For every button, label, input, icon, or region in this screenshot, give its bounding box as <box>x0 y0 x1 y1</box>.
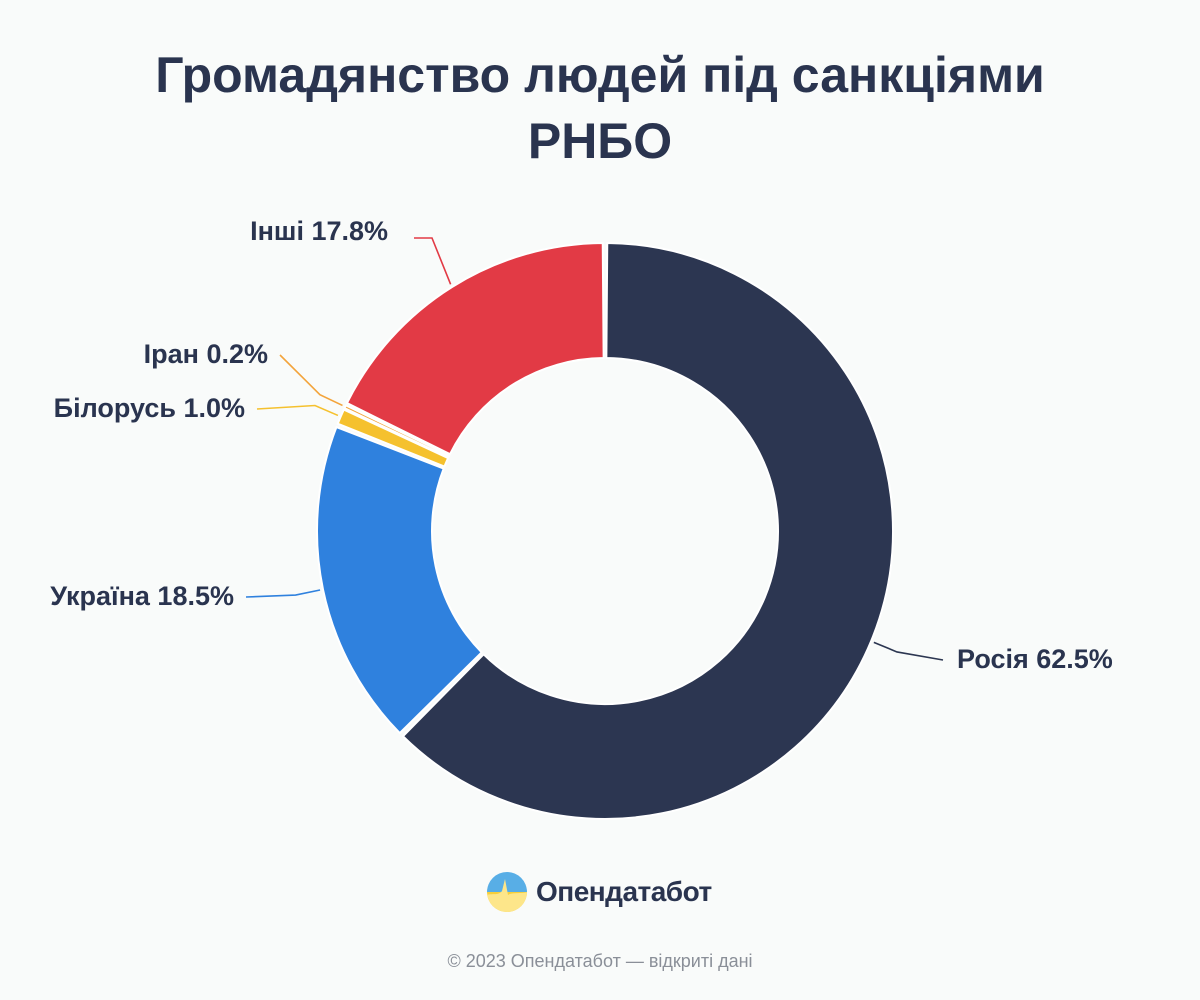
chart-data-labels: Росія 62.5% Україна 18.5% Білорусь 1.0% Іра… <box>50 216 1113 674</box>
slice-росія <box>401 242 894 820</box>
leader-line-росія <box>873 641 944 661</box>
sunrise-logo-icon <box>487 872 527 912</box>
data-label-інші: Інші 17.8% <box>250 216 388 246</box>
chart-slices <box>316 242 894 820</box>
slice-інші <box>345 242 605 456</box>
copyright-footer: © 2023 Опендатабот — відкриті дані <box>447 951 753 971</box>
chart-leader-lines <box>245 237 944 661</box>
slice-іран <box>343 404 451 459</box>
leader-line-білорусь <box>256 404 339 417</box>
slice-україна <box>316 426 483 735</box>
leader-line-україна <box>245 589 321 598</box>
data-label-росія: Росія 62.5% <box>957 644 1113 674</box>
brand: Опендатабот <box>486 871 712 913</box>
data-label-іран: Іран 0.2% <box>144 339 268 369</box>
brand-name: Опендатабот <box>536 876 712 907</box>
chart-title: Громадянство людей під санкціями РНБО <box>155 47 1045 169</box>
leader-line-інші <box>414 237 452 285</box>
data-label-білорусь: Білорусь 1.0% <box>54 393 245 423</box>
data-label-україна: Україна 18.5% <box>50 581 234 611</box>
leader-line-іран <box>279 354 343 407</box>
